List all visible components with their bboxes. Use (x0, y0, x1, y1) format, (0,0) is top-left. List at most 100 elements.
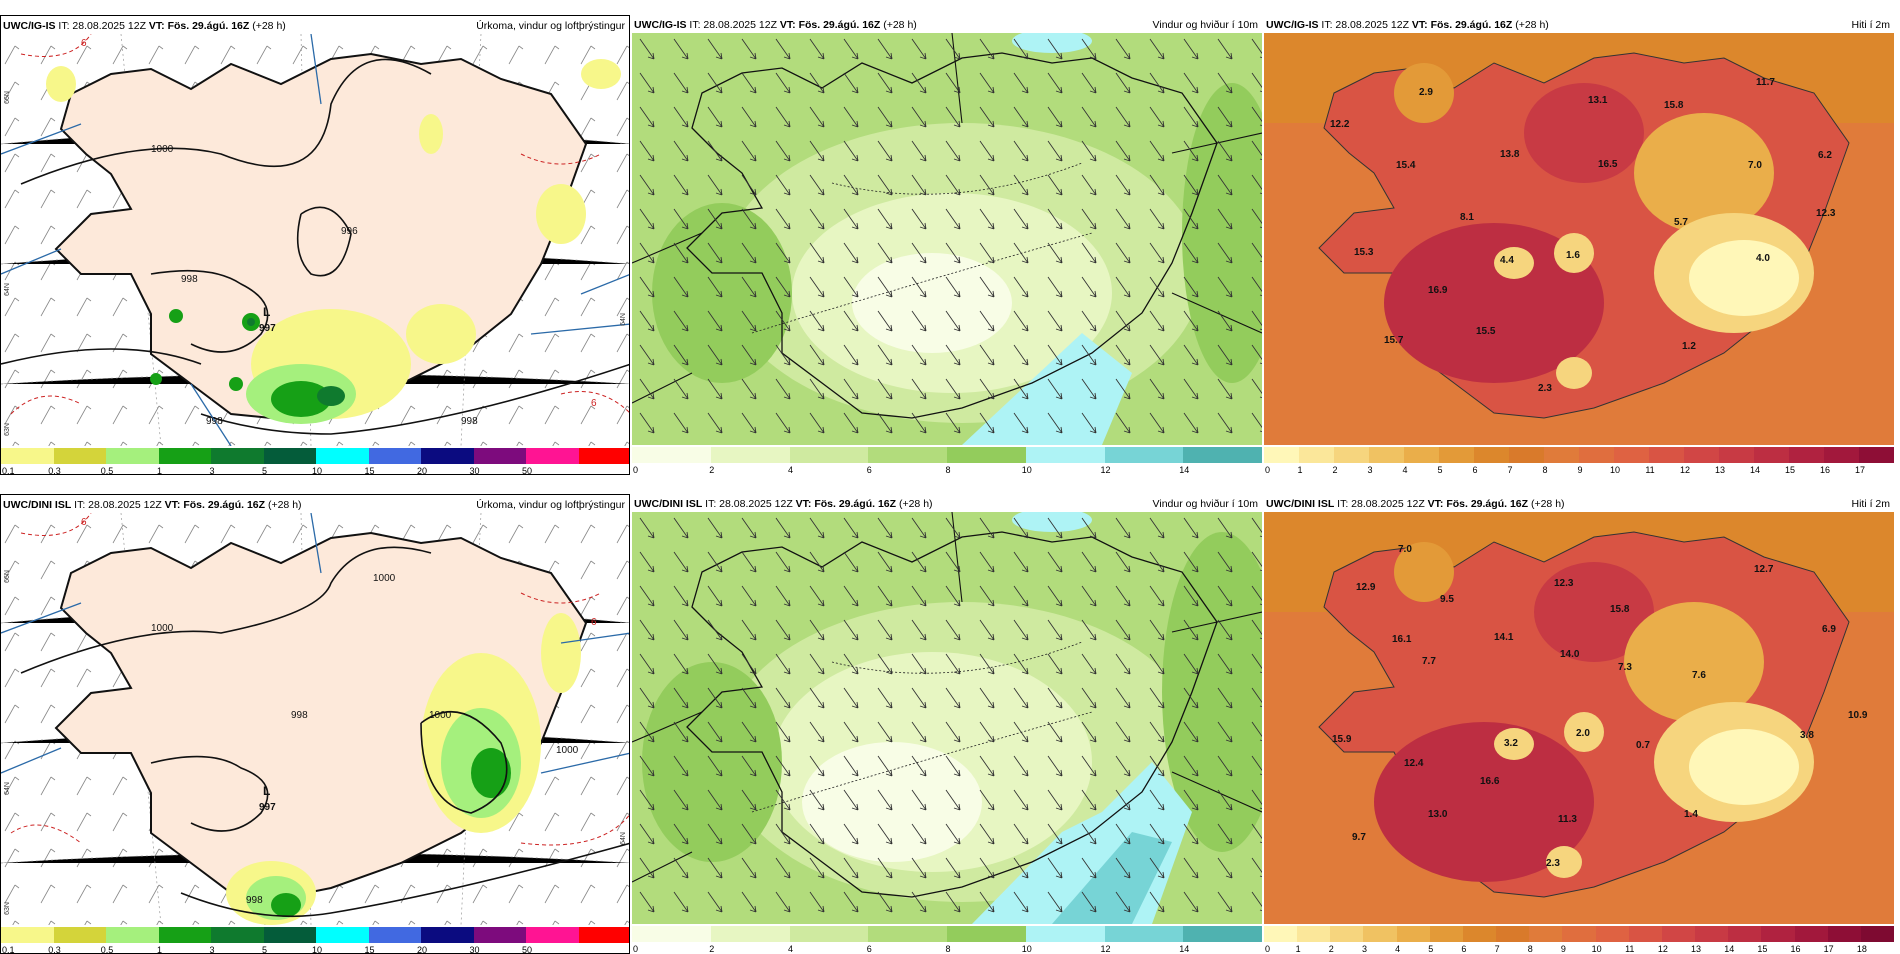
lat-label: 64N (3, 283, 11, 296)
colorbar-segment (1544, 447, 1579, 463)
colorbar-segment (1474, 447, 1509, 463)
colorbar-tick-label: 2 (709, 944, 715, 954)
colorbar-tick-label: 9 (1560, 944, 1566, 954)
temp-label: 15.7 (1384, 335, 1404, 346)
panel-temp-dini: UWC/DINI ISL IT: 28.08.2025 12Z VT: Fös.… (1264, 494, 1894, 954)
colorbar-tick-label: 11 (1645, 465, 1655, 475)
colorbar-segment (868, 926, 947, 942)
lat-label: 66N (3, 91, 11, 104)
colorbar-segment (1595, 926, 1629, 942)
low-pressure-label: L (263, 784, 270, 798)
temp-label: 11.3 (1558, 814, 1577, 825)
colorbar-tick-label: 16 (1790, 944, 1801, 954)
isobar-label: 996 (341, 226, 358, 237)
colorbar-tick-label: 10 (1591, 944, 1602, 954)
colorbar-segment (368, 927, 421, 943)
colorbar-tick-label: 3 (209, 466, 215, 475)
temp-label: 1.6 (1566, 250, 1580, 261)
colorbar-tick-label: 3 (1361, 944, 1367, 954)
colorbar-tick-label: 14 (1724, 944, 1735, 954)
colorbar-segment (1695, 926, 1729, 942)
colorbar-tick-label: 10 (1021, 944, 1032, 954)
colorbar-tick-label: 15 (364, 466, 375, 475)
colorbar-tick-label: 5 (1437, 465, 1443, 475)
colorbar-tick-label: 10 (1021, 465, 1032, 475)
colorbar-segment (1794, 926, 1828, 942)
colorbar-tick-label: 4 (1402, 465, 1408, 475)
colorbar-tick-label: 3 (209, 945, 215, 954)
colorbar-segment (789, 926, 869, 942)
temp-label: 15.9 (1332, 734, 1352, 745)
temp-label: 2.0 (1576, 728, 1590, 739)
precip-map: 1000 1000 998 1000 1000 L 997 998 6 6 (1, 513, 629, 925)
colorbar-segment (578, 448, 629, 464)
colorbar-segment (1404, 447, 1439, 463)
panel-precip-igis: UWC/IG-IS IT: 28.08.2025 12Z VT: Fös. 29… (0, 15, 630, 475)
lat-label: 64N (619, 313, 627, 326)
temp-label: 15.8 (1664, 100, 1684, 111)
temperature-map: 2.9 12.2 13.1 15.8 11.7 15.4 13.8 16.5 7… (1264, 33, 1894, 445)
colorbar-tick-label: 14 (1749, 465, 1761, 475)
colorbar-segment (1462, 926, 1497, 942)
wind-map (632, 33, 1262, 445)
temp-label: 14.1 (1494, 632, 1514, 643)
colorbar (632, 926, 1262, 942)
isotherm-label: 6 (591, 617, 597, 628)
isobar-label: 998 (291, 710, 308, 721)
temp-label: 15.5 (1476, 326, 1496, 337)
colorbar-segment (1104, 926, 1184, 942)
isobar-label: 1000 (373, 573, 396, 584)
lat-label: 64N (619, 832, 627, 845)
colorbar-tick-label: 9 (1577, 465, 1583, 475)
temp-label: 13.8 (1500, 149, 1520, 160)
colorbar-tick-label: 15 (1784, 465, 1796, 475)
colorbar-tick-label: 10 (311, 945, 323, 954)
temp-label: 11.7 (1756, 77, 1775, 88)
colorbar-tick-label: 15 (364, 945, 375, 954)
colorbar-tick-label: 15 (1757, 944, 1768, 954)
lat-label: 63N (3, 423, 11, 436)
colorbar-tick-label: 12 (1100, 944, 1111, 954)
colorbar-tick-label: 6 (866, 465, 872, 475)
colorbar-segment (632, 926, 711, 942)
temp-label: 7.6 (1692, 670, 1706, 681)
colorbar-segment (316, 927, 369, 943)
temp-label: 15.8 (1610, 604, 1630, 615)
isobar-label: 1000 (556, 745, 579, 756)
colorbar-tick-label: 10 (311, 466, 323, 475)
colorbar-ticks: 0 2 4 6 8 10 12 14 (632, 944, 1262, 954)
temp-label: 16.9 (1428, 285, 1448, 296)
pressure-value: 997 (259, 323, 276, 334)
colorbar-segment (1684, 447, 1719, 463)
colorbar-segment (632, 447, 711, 463)
temp-label: 9.7 (1352, 832, 1366, 843)
temp-label: 16.1 (1392, 634, 1412, 645)
variable-title: Vindur og hviður í 10m (1152, 498, 1258, 510)
temp-label: 12.9 (1356, 582, 1376, 593)
colorbar-ticks: 0.1 0.3 0.5 1 3 5 10 15 20 30 50 (1, 945, 629, 954)
temp-label: 2.3 (1546, 858, 1560, 869)
colorbar-segment (1104, 447, 1184, 463)
isobar-label: 998 (206, 416, 223, 427)
colorbar (1264, 926, 1894, 942)
isobar-label: 1000 (151, 144, 174, 155)
temp-label: 12.4 (1404, 758, 1424, 769)
colorbar-segment (263, 927, 316, 943)
lat-label: 66N (3, 570, 11, 583)
temp-label: 16.5 (1598, 159, 1618, 170)
colorbar-tick-label: 6 (1461, 944, 1467, 954)
temp-label: 6.2 (1818, 150, 1832, 161)
colorbar (632, 447, 1262, 463)
colorbar-segment (1369, 447, 1404, 463)
temp-label: 16.6 (1480, 776, 1500, 787)
colorbar-segment (421, 448, 474, 464)
colorbar-segment (1334, 447, 1369, 463)
colorbar-segment (1439, 447, 1474, 463)
temp-label: 13.0 (1428, 809, 1448, 820)
colorbar-ticks: 0 2 4 6 8 10 12 14 (632, 465, 1262, 475)
colorbar-segment (1562, 926, 1596, 942)
colorbar-tick-label: 50 (521, 466, 533, 475)
colorbar-tick-label: 8 (945, 944, 951, 954)
colorbar-segment (526, 448, 579, 464)
colorbar-segment (1025, 447, 1105, 463)
